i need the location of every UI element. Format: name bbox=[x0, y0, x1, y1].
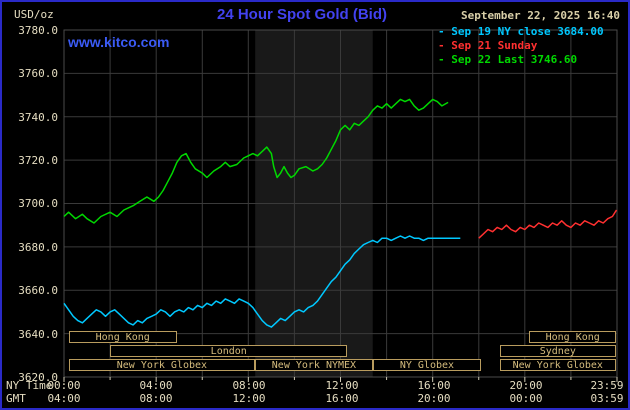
y-tick-label: 3640.0 bbox=[18, 328, 58, 341]
chart-title: 24 Hour Spot Gold (Bid) bbox=[217, 6, 387, 23]
x-tick-gmt: 04:00 bbox=[47, 392, 81, 405]
x-tick-ny: 16:00 bbox=[417, 379, 451, 392]
x-tick-gmt: 00:00 bbox=[509, 392, 543, 405]
session-box-new-york-globex: New York Globex bbox=[499, 359, 617, 371]
x-tick-gmt: 03:59 bbox=[590, 392, 624, 405]
y-tick-label: 3620.0 bbox=[18, 371, 58, 384]
y-tick-label: 3680.0 bbox=[18, 241, 58, 254]
y-axis-units-label: USD/oz bbox=[14, 8, 54, 21]
legend-item-sep19-close: - Sep 19 NY close 3684.00 bbox=[438, 25, 604, 38]
legend: - Sep 19 NY close 3684.00 - Sep 21 Sunda… bbox=[438, 25, 604, 67]
session-box-new-york-globex: New York Globex bbox=[68, 359, 256, 371]
y-tick-label: 3760.0 bbox=[18, 67, 58, 80]
y-tick-label: 3740.0 bbox=[18, 111, 58, 124]
x-tick-ny: 00:00 bbox=[47, 379, 81, 392]
x-tick-gmt: 12:00 bbox=[232, 392, 266, 405]
x-tick-ny: 23:59 bbox=[590, 379, 624, 392]
x-tick-ny: 20:00 bbox=[509, 379, 543, 392]
ny-time-row-label: NY Time bbox=[6, 379, 53, 392]
session-box-hong-kong: Hong Kong bbox=[68, 331, 177, 343]
x-tick-ny: 08:00 bbox=[232, 379, 266, 392]
session-box-london: London bbox=[110, 345, 348, 357]
x-tick-gmt: 20:00 bbox=[417, 392, 451, 405]
x-tick-gmt: 08:00 bbox=[139, 392, 173, 405]
x-tick-ny: 12:00 bbox=[325, 379, 359, 392]
legend-item-sep21-sunday: - Sep 21 Sunday bbox=[438, 39, 538, 52]
gmt-row-label: GMT bbox=[6, 392, 26, 405]
y-tick-label: 3780.0 bbox=[18, 24, 58, 37]
chart-datetime: September 22, 2025 16:40 bbox=[461, 9, 620, 22]
session-box-hong-kong: Hong Kong bbox=[529, 331, 616, 343]
y-tick-label: 3700.0 bbox=[18, 197, 58, 210]
x-tick-gmt: 16:00 bbox=[325, 392, 359, 405]
y-tick-label: 3660.0 bbox=[18, 284, 58, 297]
y-tick-label: 3720.0 bbox=[18, 154, 58, 167]
session-box-ny-globex: NY Globex bbox=[372, 359, 482, 371]
session-box-sydney: Sydney bbox=[499, 345, 617, 357]
x-tick-ny: 04:00 bbox=[139, 379, 173, 392]
session-box-new-york-nymex: New York NYMEX bbox=[255, 359, 373, 371]
kitco-watermark-link[interactable]: www.kitco.com bbox=[68, 34, 170, 50]
legend-item-sep22-last: - Sep 22 Last 3746.60 bbox=[438, 53, 578, 66]
